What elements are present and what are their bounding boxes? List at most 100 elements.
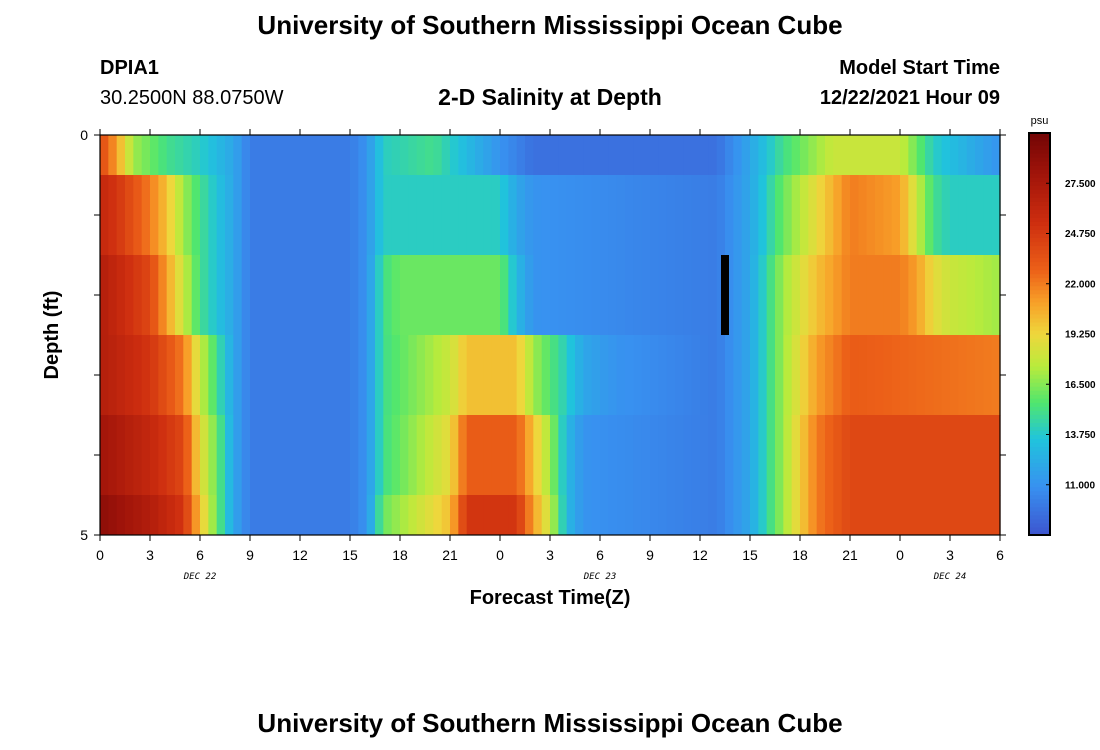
heatmap-cell	[641, 135, 651, 176]
colorbar-tick-label: 16.500	[1065, 380, 1096, 391]
colorbar-segment	[1029, 149, 1050, 154]
heatmap-cell	[750, 495, 759, 536]
heatmap-cell	[883, 415, 893, 496]
colorbar-segment	[1029, 161, 1050, 166]
heatmap-cell	[608, 335, 618, 416]
heatmap-cell	[508, 175, 518, 256]
heatmap-cell	[541, 415, 551, 496]
heatmap-cell	[833, 255, 843, 336]
heatmap-cell	[258, 175, 268, 256]
heatmap-cell	[325, 335, 334, 416]
heatmap-cell	[250, 135, 259, 176]
heatmap-cell	[541, 255, 551, 336]
heatmap-cell	[500, 135, 509, 176]
heatmap-cell	[958, 415, 968, 496]
heatmap-cell	[475, 335, 484, 416]
heatmap-cell	[558, 335, 568, 416]
heatmap-cell	[783, 495, 793, 536]
colorbar-segment	[1029, 458, 1050, 464]
colorbar-segment	[1029, 370, 1050, 375]
heatmap-cell	[383, 495, 393, 536]
heatmap-cell	[550, 135, 559, 176]
station-id: DPIA1	[100, 57, 159, 79]
heatmap-cell	[291, 255, 301, 336]
heatmap-cell	[991, 415, 1001, 496]
heatmap-cell	[391, 335, 401, 416]
heatmap-cell	[266, 415, 276, 496]
heatmap-cell	[891, 135, 901, 176]
heatmap-cells	[100, 135, 1001, 536]
heatmap-cell	[391, 255, 401, 336]
heatmap-cell	[666, 495, 676, 536]
heatmap-cell	[350, 135, 359, 176]
heatmap-cell	[141, 495, 151, 536]
heatmap-cell	[808, 135, 818, 176]
heatmap-cell	[725, 415, 734, 496]
heatmap-cell	[875, 255, 884, 336]
heatmap-cell	[191, 175, 201, 256]
heatmap-cell	[791, 175, 801, 256]
heatmap-cell	[250, 255, 259, 336]
heatmap-cell	[666, 255, 676, 336]
colorbar-segment	[1029, 321, 1050, 327]
heatmap-cell	[233, 335, 243, 416]
heatmap-cell	[616, 495, 626, 536]
heatmap-cell	[633, 135, 643, 176]
heatmap-cell	[116, 495, 126, 536]
heatmap-cell	[758, 415, 768, 496]
heatmap-cell	[275, 335, 284, 416]
heatmap-cell	[800, 255, 809, 336]
heatmap-cell	[950, 255, 959, 336]
heatmap-cell	[875, 415, 884, 496]
heatmap-cell	[491, 415, 501, 496]
heatmap-cell	[433, 255, 443, 336]
colorbar-segment	[1029, 201, 1050, 206]
heatmap-cell	[358, 335, 368, 416]
heatmap-cell	[450, 175, 459, 256]
heatmap-cell	[850, 495, 859, 536]
heatmap-cell	[400, 135, 409, 176]
colorbar-segment	[1029, 486, 1050, 492]
heatmap-cell	[841, 495, 851, 536]
heatmap-cell	[350, 175, 359, 256]
heatmap-cell	[925, 335, 934, 416]
heatmap-cell	[750, 135, 759, 176]
heatmap-cell	[975, 255, 984, 336]
heatmap-cell	[208, 495, 218, 536]
heatmap-cell	[641, 415, 651, 496]
date-label: DEC 22	[183, 572, 217, 582]
heatmap-cell	[125, 495, 134, 536]
heatmap-cell	[733, 495, 743, 536]
heatmap-cell	[266, 495, 276, 536]
colorbar-segment	[1029, 346, 1050, 351]
heatmap-cell	[325, 175, 334, 256]
heatmap-cell	[916, 135, 926, 176]
heatmap-cell	[933, 255, 943, 336]
colorbar-segment	[1029, 414, 1050, 419]
heatmap-cell	[925, 135, 934, 176]
heatmap-cell	[508, 135, 518, 176]
heatmap-cell	[125, 175, 134, 256]
heatmap-cell	[500, 175, 509, 256]
heatmap-cell	[775, 415, 784, 496]
heatmap-cell	[316, 135, 326, 176]
heatmap-cell	[191, 255, 201, 336]
heatmap-cell	[341, 175, 351, 256]
heatmap-cell	[533, 135, 543, 176]
heatmap-cell	[591, 495, 601, 536]
heatmap-cell	[350, 255, 359, 336]
heatmap-cell	[883, 135, 893, 176]
heatmap-cell	[816, 175, 826, 256]
heatmap-cell	[983, 255, 993, 336]
station-coordinates: 30.2500N 88.0750W	[100, 87, 284, 109]
heatmap-cell	[183, 135, 193, 176]
heatmap-cell	[858, 255, 868, 336]
heatmap-cell	[491, 255, 501, 336]
heatmap-cell	[816, 255, 826, 336]
heatmap-cell	[525, 495, 534, 536]
colorbar-segment	[1029, 261, 1050, 267]
heatmap-cell	[758, 255, 768, 336]
heatmap-cell	[858, 415, 868, 496]
heatmap-cell	[383, 415, 393, 496]
heatmap-cell	[283, 175, 293, 256]
